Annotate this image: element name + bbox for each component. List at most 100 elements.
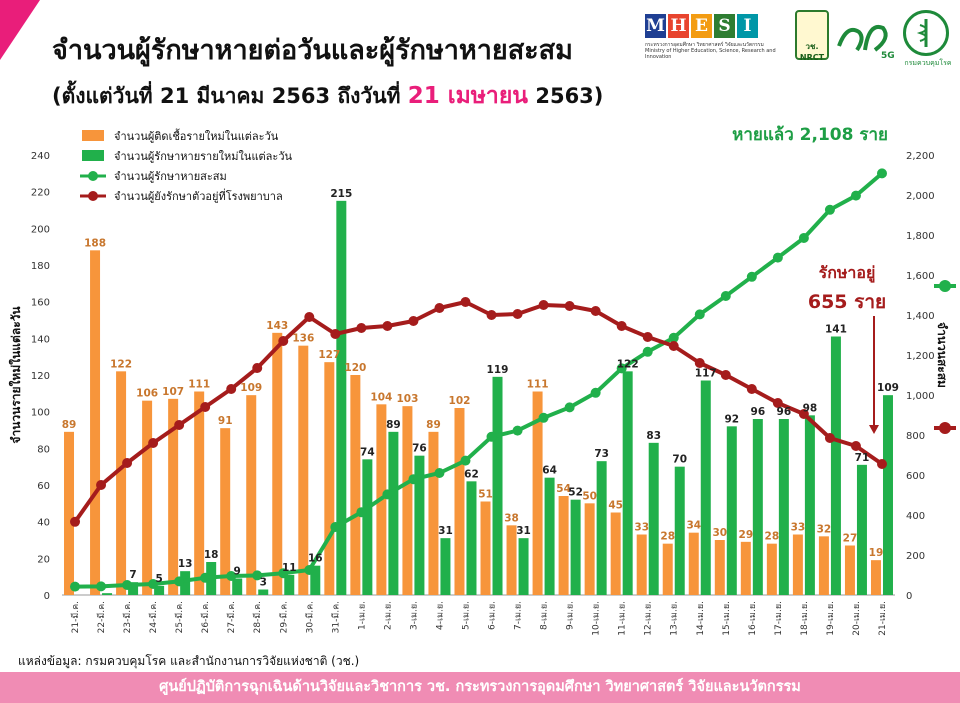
chart-legend: จำนวนผู้ติดเชื้อรายใหม่ในแต่ละวันจำนวนผู… [80, 128, 293, 203]
nrct-logo: วช. NRCT [795, 10, 829, 62]
page-subtitle: (ตั้งแต่วันที่ 21 มีนาคม 2563 ถึงวันที่ … [52, 78, 603, 114]
mhesi-caption: กระทรวงการอุดมศึกษา วิทยาศาสตร์ วิจัยและ… [645, 42, 785, 60]
bar-label-new-recoveries: 89 [386, 419, 401, 431]
point-cumulative-recovered [850, 190, 861, 201]
point-cumulative-recovered [96, 581, 107, 592]
left-tick-label: 160 [31, 298, 50, 309]
bar-label-new-recoveries: 18 [204, 549, 219, 561]
x-tick-label: 10-เม.ย. [592, 601, 602, 636]
bar-label-new-cases: 34 [686, 520, 701, 532]
chart-bars [64, 200, 893, 596]
point-cumulative-recovered [642, 346, 653, 357]
point-in-hospital [226, 384, 237, 394]
left-tick-label: 20 [37, 554, 50, 565]
point-cumulative-recovered [538, 412, 549, 423]
right-tick-label: 2,200 [906, 151, 935, 162]
x-tick-label: 9-เม.ย. [566, 601, 576, 630]
bar-new-cases [480, 501, 491, 595]
mhesi-logo: M H E S I [645, 14, 758, 38]
bar-new-cases [740, 541, 751, 595]
left-tick-label: 180 [31, 261, 50, 272]
bar-label-new-recoveries: 5 [155, 573, 162, 585]
bar-label-new-recoveries: 76 [412, 443, 427, 455]
bar-label-new-cases: 111 [188, 379, 210, 391]
point-cumulative-recovered [798, 233, 809, 243]
bar-label-new-recoveries: 13 [178, 558, 193, 570]
x-tick-label: 1-เม.ย. [357, 601, 367, 630]
chart: 0 20 40 60 80 100 120 140 160 180 200 220 240 0 200 400… [8, 125, 956, 636]
bar-label-new-recoveries: 73 [594, 448, 609, 460]
bar-new-cases [324, 362, 335, 595]
x-tick-label: 8-เม.ย. [540, 601, 550, 630]
x-tick-label: 7-เม.ย. [514, 601, 524, 630]
mhesi-letter: E [691, 14, 712, 38]
point-cumulative-recovered [590, 387, 601, 398]
5g-logo-text: 5G [881, 51, 895, 60]
x-tick-label: 22-มี.ค. [96, 601, 107, 633]
left-tick-label: 60 [37, 481, 50, 492]
bar-new-cases [116, 371, 127, 595]
point-cumulative-recovered [564, 402, 575, 413]
annotation-in-hospital-label: รักษาอยู่ [819, 263, 876, 284]
bar-label-new-cases: 28 [660, 531, 675, 543]
bar-label-new-cases: 89 [426, 419, 441, 431]
point-in-hospital [304, 312, 315, 322]
bar-label-new-recoveries: 83 [646, 430, 661, 442]
x-tick-label: 16-เม.ย. [748, 601, 758, 636]
bar-new-recoveries [622, 371, 633, 595]
bar-new-recoveries [284, 574, 295, 595]
bar-new-recoveries [778, 419, 789, 595]
subtitle-suffix: 2563) [528, 84, 604, 108]
point-in-hospital [486, 310, 497, 320]
bar-new-recoveries [882, 395, 893, 595]
bar-new-cases [428, 431, 439, 595]
point-cumulative-recovered [330, 522, 341, 532]
logo-strip: M H E S I กระทรวงการอุดมศึกษา วิทยาศาสตร… [645, 10, 955, 68]
bar-label-new-cases: 102 [449, 395, 471, 407]
bar-new-cases [506, 525, 517, 595]
bar-new-recoveries [466, 481, 477, 595]
bar-label-new-cases: 107 [162, 386, 184, 398]
point-in-hospital [278, 336, 289, 346]
left-tick-label: 200 [31, 224, 50, 235]
point-in-hospital [590, 306, 601, 316]
bar-label-new-cases: 54 [556, 483, 571, 495]
bar-label-new-cases: 122 [110, 358, 132, 370]
x-tick-label: 19-เม.ย. [826, 601, 836, 636]
left-tick-label: 120 [31, 371, 50, 382]
right-tick-label: 0 [906, 591, 912, 602]
right-tick-label: 800 [906, 431, 925, 442]
bar-label-new-cases: 33 [634, 522, 649, 534]
bar-new-cases [584, 503, 595, 595]
point-in-hospital [252, 363, 263, 373]
point-in-hospital [148, 438, 159, 448]
x-tick-label: 5-เม.ย. [461, 601, 471, 630]
bar-new-recoveries [180, 571, 191, 595]
point-in-hospital [434, 303, 445, 313]
bar-new-cases [844, 545, 855, 595]
right-axis-title: จำนวนสะสม [935, 322, 949, 388]
point-in-hospital [564, 301, 575, 311]
point-cumulative-recovered [70, 581, 81, 592]
point-in-hospital [408, 316, 419, 326]
bar-label-new-cases: 111 [527, 379, 549, 391]
x-tick-label: 21-เม.ย. [878, 601, 888, 636]
right-tick-label: 600 [906, 471, 925, 482]
point-cumulative-recovered [278, 568, 289, 579]
mhesi-letter: M [645, 14, 666, 38]
bar-new-recoveries [102, 593, 113, 595]
right-tick-label: 1,400 [906, 311, 935, 322]
left-tick-label: 140 [31, 334, 50, 345]
bar-label-new-recoveries: 96 [751, 406, 766, 418]
legend-swatch-dot [88, 191, 98, 201]
bar-new-recoveries [830, 336, 841, 595]
point-in-hospital [122, 458, 133, 468]
ddc-logo [903, 10, 949, 56]
point-in-hospital [330, 329, 341, 339]
bar-label-new-recoveries: 74 [360, 446, 375, 458]
bar-new-recoveries [388, 431, 399, 595]
bar-label-new-recoveries: 141 [825, 324, 847, 336]
bar-new-recoveries [128, 582, 139, 595]
x-tick-label: 14-เม.ย. [696, 601, 706, 636]
right-tick-label: 200 [906, 551, 925, 562]
